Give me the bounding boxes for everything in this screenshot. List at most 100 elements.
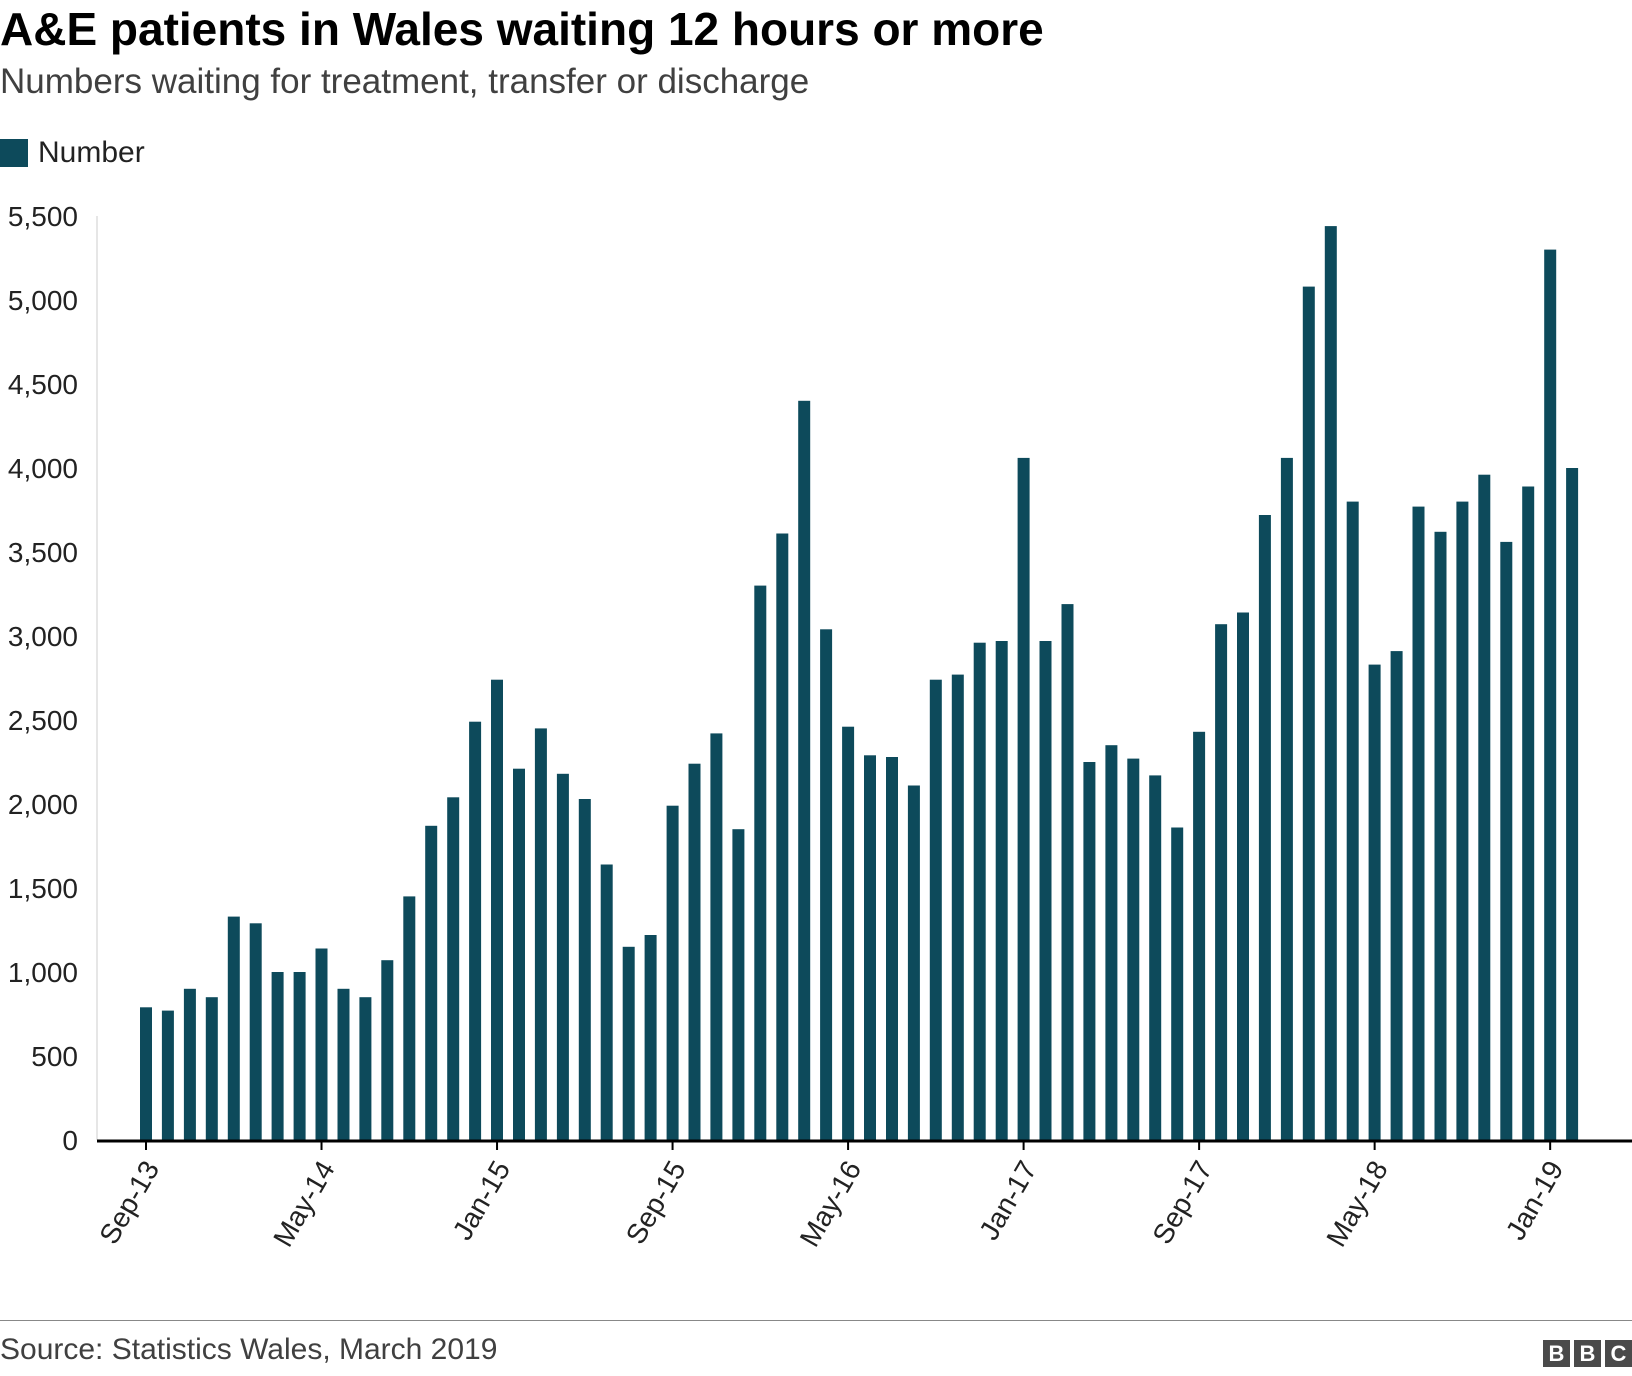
bar (776, 533, 789, 1140)
bar (732, 829, 745, 1140)
bar (995, 641, 1008, 1140)
x-tick-label: Sep-17 (1146, 1156, 1218, 1250)
bbc-logo: B B C (1543, 1340, 1632, 1367)
y-tick-label: 1,000 (8, 957, 78, 988)
bar (556, 773, 569, 1140)
x-tick-label: Jan-19 (1500, 1156, 1570, 1246)
bar (534, 728, 547, 1140)
bar (886, 757, 898, 1140)
legend-swatch (0, 139, 28, 167)
bbc-logo-letter: B (1574, 1340, 1601, 1367)
bar (1544, 249, 1557, 1141)
bar (1039, 641, 1052, 1140)
footer-divider (0, 1320, 1632, 1321)
bar (1171, 827, 1184, 1140)
x-tick-label: Jan-17 (973, 1156, 1043, 1246)
legend-label: Number (38, 136, 145, 169)
bar (1368, 664, 1381, 1140)
bar (1280, 457, 1293, 1140)
bar (1149, 775, 1162, 1140)
bar (644, 935, 657, 1140)
bar (1412, 506, 1425, 1141)
x-tick-label: Sep-15 (620, 1156, 692, 1250)
x-tick-label: May-14 (267, 1156, 341, 1252)
bar (798, 400, 811, 1140)
chart-subtitle: Numbers waiting for treatment, transfer … (0, 62, 810, 101)
bar (271, 972, 284, 1140)
bar (161, 1010, 174, 1140)
y-tick-label: 4,500 (8, 369, 78, 400)
x-tick-label: May-18 (1320, 1156, 1394, 1252)
bar (907, 785, 920, 1140)
bar (1390, 651, 1403, 1140)
y-tick-label: 1,500 (8, 873, 78, 904)
bar (951, 674, 964, 1140)
bar (1500, 541, 1513, 1140)
bar (1017, 457, 1030, 1140)
bar (227, 916, 240, 1140)
bar (754, 585, 767, 1140)
bar (447, 797, 460, 1140)
bar-chart: 0 500 1,000 1,500 2,000 2,500 3,000 3,500 4,000 4… (8, 201, 1632, 1252)
bar (1346, 501, 1359, 1141)
y-tick-label: 3,000 (8, 621, 78, 652)
y-tick-label: 0 (62, 1125, 78, 1156)
bar (491, 679, 503, 1140)
bar (929, 679, 942, 1140)
bar (1434, 531, 1447, 1140)
y-tick-label: 3,500 (8, 537, 78, 568)
y-axis: 0 500 1,000 1,500 2,000 2,500 3,000 3,500 4,000 4… (8, 201, 98, 1156)
x-tick-label: Sep-13 (93, 1156, 165, 1250)
bar (1215, 624, 1228, 1140)
bbc-logo-letter: B (1543, 1340, 1570, 1367)
bar (469, 721, 482, 1140)
bbc-logo-letter: C (1605, 1340, 1632, 1367)
y-tick-label: 2,000 (8, 789, 78, 820)
bar (1193, 731, 1206, 1140)
x-tick-label: May-16 (794, 1156, 868, 1252)
bar (1522, 486, 1535, 1140)
bar (973, 642, 986, 1140)
bar (1083, 762, 1096, 1140)
bar (1258, 515, 1271, 1140)
bar (1324, 226, 1337, 1141)
y-tick-label: 5,500 (8, 201, 78, 232)
bar (688, 763, 701, 1140)
bar (403, 896, 416, 1140)
y-tick-label: 2,500 (8, 705, 78, 736)
bar (1478, 474, 1491, 1140)
bar (249, 923, 262, 1140)
bar (1456, 501, 1469, 1141)
legend: Number (0, 136, 145, 170)
bar (1061, 604, 1074, 1140)
bar (315, 948, 328, 1140)
bar (183, 988, 196, 1140)
bar (140, 1007, 152, 1140)
bar (381, 960, 394, 1140)
bar (293, 972, 306, 1140)
bar (1127, 758, 1140, 1140)
bar (337, 988, 350, 1140)
bar (710, 733, 723, 1140)
bar (820, 629, 833, 1140)
bar (1302, 286, 1315, 1141)
bar (600, 864, 613, 1140)
bar (513, 768, 525, 1140)
bar (578, 799, 591, 1140)
bar (1105, 745, 1118, 1140)
bar (425, 825, 438, 1140)
bar (864, 755, 876, 1140)
bar (1566, 468, 1579, 1140)
bar (1237, 612, 1249, 1140)
y-tick-label: 5,000 (8, 285, 78, 316)
bar (666, 805, 679, 1140)
bar (205, 997, 218, 1140)
x-tick-label: Jan-15 (447, 1156, 517, 1246)
bars (140, 226, 1579, 1141)
chart-title: A&E patients in Wales waiting 12 hours o… (0, 3, 1044, 55)
x-axis: Sep-13 May-14 Jan-15 Sep-15 May-16 Jan-17 Sep-… (93, 1139, 1632, 1252)
y-tick-label: 4,000 (8, 453, 78, 484)
y-tick-label: 500 (31, 1041, 78, 1072)
bar (842, 726, 855, 1140)
bar (359, 997, 372, 1140)
